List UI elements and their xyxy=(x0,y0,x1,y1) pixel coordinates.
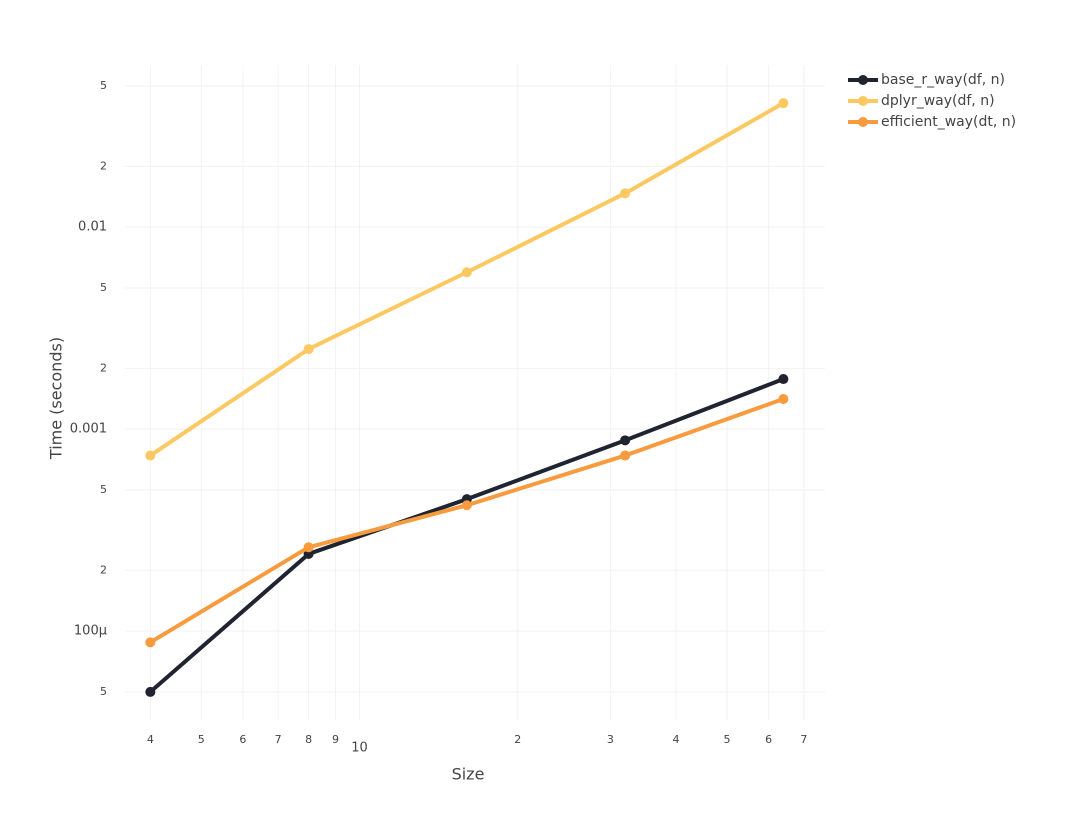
x-tick-label: 2 xyxy=(514,733,521,746)
x-tick-label: 7 xyxy=(800,733,807,746)
x-tick-label: 4 xyxy=(147,733,154,746)
y-axis-title: Time (seconds) xyxy=(47,337,66,460)
x-tick-label: 3 xyxy=(607,733,614,746)
point xyxy=(145,686,156,697)
x-tick-label: 7 xyxy=(275,733,282,746)
point xyxy=(620,435,631,446)
y-tick-label: 2 xyxy=(100,563,107,576)
point xyxy=(145,450,156,461)
legend-marker xyxy=(858,75,868,85)
point xyxy=(461,500,472,511)
y-tick-label: 5 xyxy=(100,79,107,92)
x-tick-label: 6 xyxy=(765,733,772,746)
x-tick-label: 8 xyxy=(305,733,312,746)
point xyxy=(778,98,789,109)
legend-label: dplyr_way(df, n) xyxy=(881,93,995,109)
line xyxy=(149,397,785,645)
y-tick-label: 5 xyxy=(100,685,107,698)
point xyxy=(461,267,472,278)
legend-label: base_r_way(df, n) xyxy=(881,72,1005,88)
y-tick-label: 0.001 xyxy=(70,422,107,437)
x-axis-title: Size xyxy=(452,765,485,784)
point xyxy=(778,393,789,404)
point xyxy=(778,374,789,385)
y-tick-label: 2 xyxy=(100,361,107,374)
x-tick-label: 4 xyxy=(673,733,680,746)
point xyxy=(303,542,314,553)
x-tick-label: 6 xyxy=(239,733,246,746)
x-tick-label: 9 xyxy=(332,733,339,746)
point xyxy=(145,637,156,648)
point xyxy=(620,450,631,461)
y-tick-label: 5 xyxy=(100,483,107,496)
y-tick-label: 5 xyxy=(100,281,107,294)
y-tick-label: 100μ xyxy=(74,624,107,639)
legend-marker xyxy=(858,117,868,127)
x-tick-label: 10 xyxy=(351,741,368,756)
x-tick-label: 5 xyxy=(724,733,731,746)
line xyxy=(149,377,785,694)
y-tick-label: 0.01 xyxy=(78,220,107,235)
point xyxy=(303,344,314,355)
legend-label: efficient_way(dt, n) xyxy=(881,114,1016,130)
x-tick-label: 5 xyxy=(198,733,205,746)
y-tick-label: 2 xyxy=(100,159,107,172)
legend-marker xyxy=(858,96,868,106)
line xyxy=(149,101,785,458)
point xyxy=(620,188,631,199)
